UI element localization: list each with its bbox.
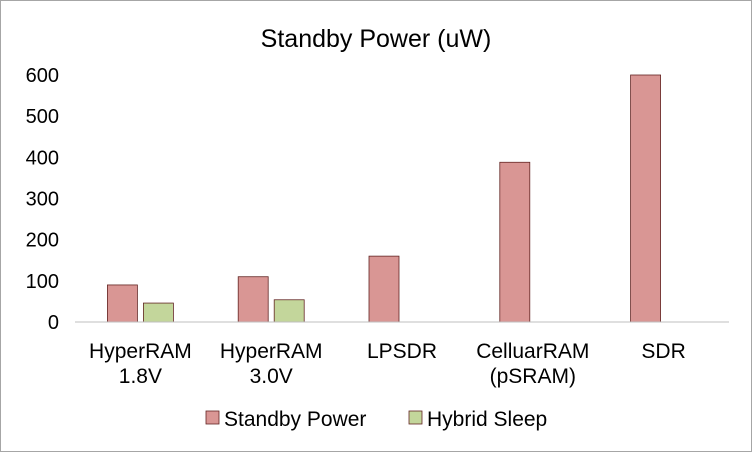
bar-standby-power — [630, 74, 661, 323]
x-tick-label: LPSDR — [367, 340, 437, 363]
x-tick-label: SDR — [641, 340, 685, 363]
bar-hybrid-sleep — [273, 299, 305, 323]
bars-group — [107, 74, 661, 323]
x-tick-label-line: SDR — [641, 340, 685, 363]
y-tick-label: 500 — [26, 106, 59, 128]
legend: Standby Power Hybrid Sleep — [205, 408, 547, 431]
bar-standby-power — [368, 255, 400, 323]
x-tick-label-line: (pSRAM) — [490, 365, 576, 388]
y-tick-label: 600 — [26, 65, 59, 87]
y-tick-label: 400 — [26, 147, 59, 169]
bar-standby-power — [499, 161, 531, 323]
x-tick-label: CelluarRAM (pSRAM) — [476, 340, 589, 388]
chart-title: Standby Power (uW) — [261, 25, 492, 53]
x-tick-label: HyperRAM 3.0V — [220, 340, 323, 388]
x-tick-label-line: CelluarRAM — [476, 340, 589, 363]
x-tick-label-line: 3.0V — [250, 365, 293, 388]
bar-standby-power — [237, 276, 269, 323]
x-tick-label-line: LPSDR — [367, 340, 437, 363]
y-axis: 0 100 200 300 400 500 600 — [26, 65, 59, 334]
bar-standby-power — [107, 284, 138, 323]
y-tick-label: 200 — [26, 230, 59, 252]
bar-hybrid-sleep — [142, 302, 174, 323]
legend-label: Standby Power — [224, 408, 366, 431]
x-tick-label: HyperRAM 1.8V — [89, 340, 192, 388]
x-tick-label-line: HyperRAM — [220, 340, 323, 363]
legend-swatch — [205, 410, 220, 425]
y-tick-label: 100 — [26, 271, 59, 293]
legend-label: Hybrid Sleep — [427, 408, 547, 431]
legend-swatch — [408, 410, 423, 425]
x-tick-label-line: 1.8V — [119, 365, 162, 388]
y-tick-label: 300 — [26, 189, 59, 211]
x-tick-label-line: HyperRAM — [89, 340, 192, 363]
y-tick-label: 0 — [48, 312, 59, 334]
